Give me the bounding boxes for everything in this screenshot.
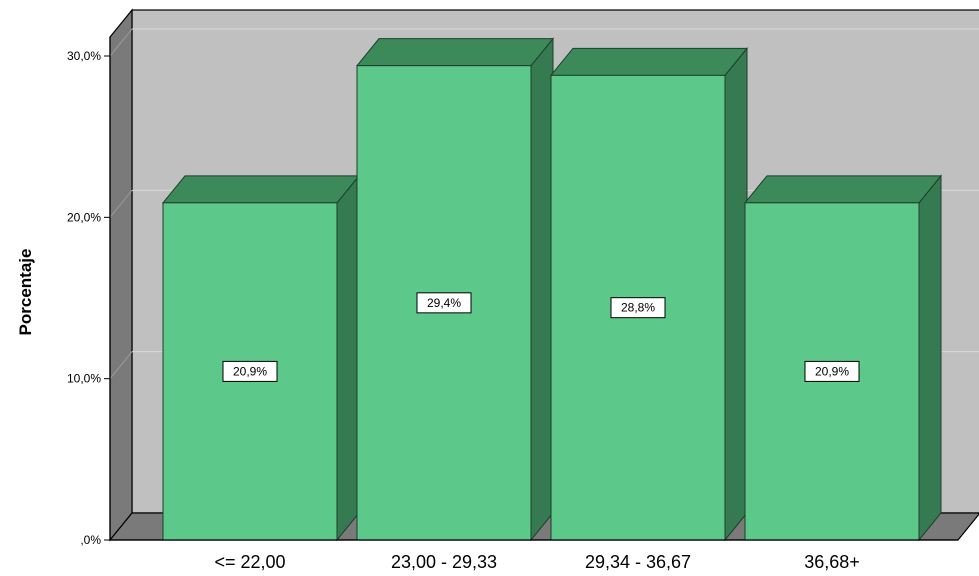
data-label-box (222, 360, 278, 382)
bar: 28,8% (549, 46, 749, 542)
bar: 20,9% (743, 174, 943, 542)
y-axis-label: Porcentaje (16, 249, 35, 336)
bar-side (918, 174, 942, 542)
x-axis: <= 22,00 23,00 - 29,33 29,34 - 36,67 36,68+ (110, 539, 958, 572)
x-tick-label: 23,00 - 29,33 (391, 552, 497, 572)
x-tick-label: <= 22,00 (214, 552, 285, 572)
bar-top (549, 47, 749, 76)
gridline-side (109, 351, 133, 379)
bar-side (336, 174, 360, 542)
data-label: 20,9% (815, 364, 849, 378)
y-tick-label: 10,0% (67, 372, 101, 386)
x-tick-label: 29,34 - 36,67 (585, 552, 691, 572)
bar: 29,4% (355, 37, 555, 542)
side-wall (109, 8, 133, 542)
bar-top (743, 175, 943, 204)
data-label: 20,9% (233, 364, 267, 378)
data-label: 28,8% (621, 301, 655, 315)
x-tick-label: 36,68+ (804, 552, 860, 572)
bar: 20,9% (161, 174, 361, 542)
bar-top (355, 38, 555, 67)
gridline-side (109, 28, 133, 57)
bars: 20,9% 29,4% 28,8% 20,9% (161, 37, 943, 542)
bar-side (724, 46, 748, 542)
data-label-box (610, 297, 666, 319)
y-axis: ,0% 10,0% 20,0% 30,0% (67, 37, 111, 547)
y-tick-label: 20,0% (67, 210, 101, 224)
y-tick-label: 30,0% (67, 49, 101, 63)
bar-top (161, 175, 361, 204)
data-label-box (804, 360, 860, 382)
bar-side (530, 37, 554, 542)
data-label-box (416, 292, 472, 314)
gridline-side (109, 190, 133, 218)
data-label: 29,4% (427, 296, 461, 310)
y-tick-label: ,0% (80, 533, 101, 547)
